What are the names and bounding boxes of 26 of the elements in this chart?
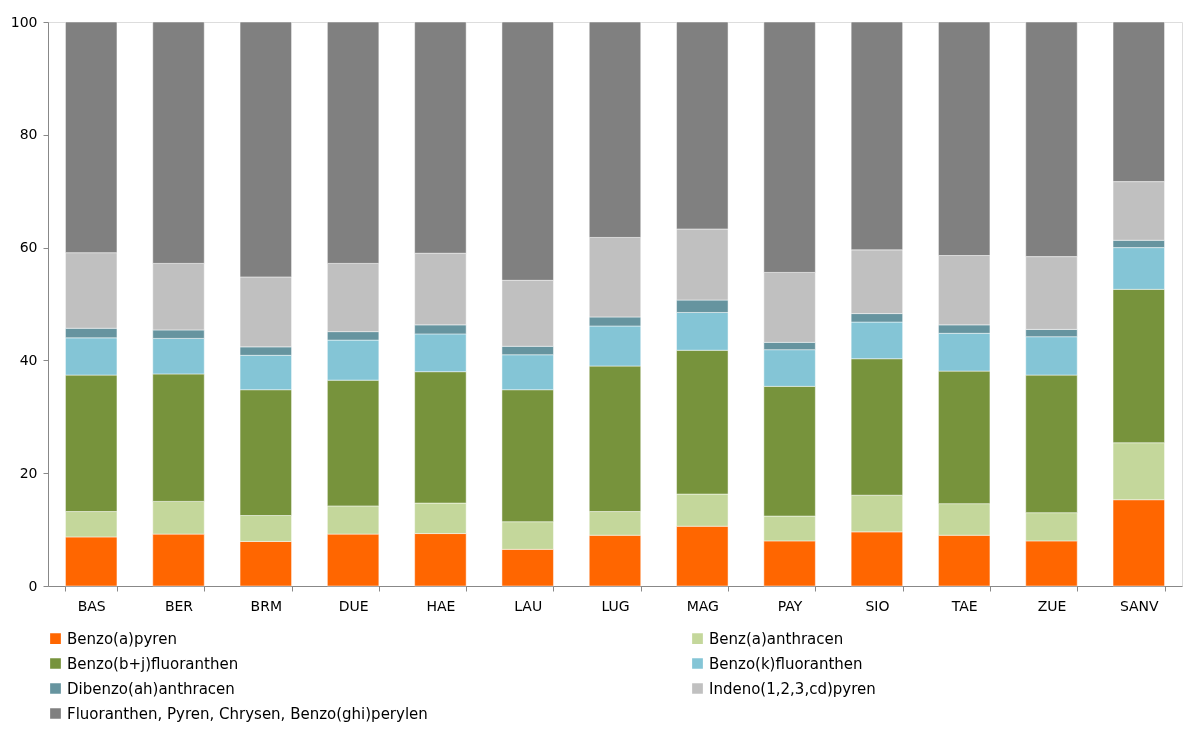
y-tick-label: 20 [19, 464, 38, 481]
x-tick-label: DUE [338, 597, 369, 614]
legend-label: Benzo(a)pyren [67, 629, 177, 648]
y-tick-label: 100 [10, 13, 38, 30]
legend-label: Benzo(b+j)fluoranthen [67, 654, 239, 673]
x-tick-label: SIO [865, 597, 890, 614]
x-tick-label: LUG [601, 597, 630, 614]
legend-label: Benz(a)anthracen [709, 629, 844, 648]
legend-label: Dibenzo(ah)anthracen [67, 679, 235, 698]
x-tick-label: PAY [777, 597, 803, 614]
x-tick-label: BAS [77, 597, 106, 614]
x-tick-label: HAE [426, 597, 456, 614]
legend-label: Fluoranthen, Pyren, Chrysen, Benzo(ghi)perylen [67, 704, 428, 723]
y-tick-label: 0 [28, 577, 38, 594]
x-tick-label: BRM [250, 597, 283, 614]
x-tick-label: ZUE [1037, 597, 1067, 614]
legend-label: Benzo(k)fluoranthen [709, 654, 863, 673]
x-tick-label: LAU [514, 597, 543, 614]
y-tick-label: 40 [19, 351, 38, 368]
y-tick-label: 60 [19, 239, 38, 256]
legend-label: Indeno(1,2,3,cd)pyren [709, 679, 876, 698]
x-tick-label: SANV [1119, 597, 1160, 614]
x-tick-label: TAE [950, 597, 978, 614]
x-tick-label: BER [164, 597, 194, 614]
y-tick-label: 80 [19, 126, 38, 143]
x-tick-label: MAG [686, 597, 719, 614]
